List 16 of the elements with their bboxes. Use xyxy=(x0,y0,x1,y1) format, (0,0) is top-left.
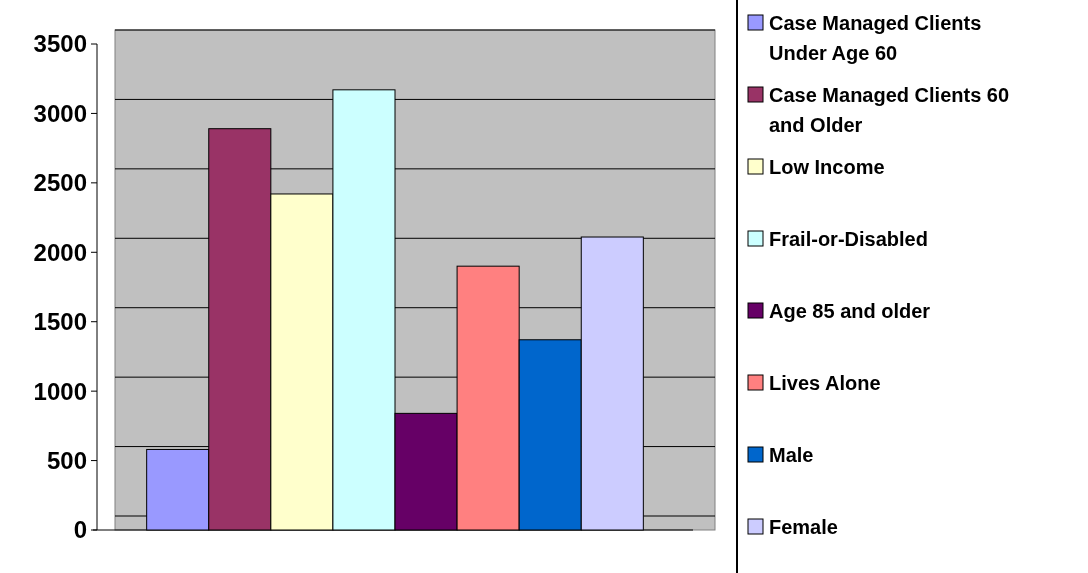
y-tick-label: 1500 xyxy=(33,308,87,336)
y-tick-label: 3000 xyxy=(33,99,87,127)
y-tick-label: 2000 xyxy=(33,238,87,266)
legend-label: Case Managed Clients Under Age 60 xyxy=(769,12,982,64)
y-tick-label: 2500 xyxy=(33,169,87,197)
legend-label: Male xyxy=(769,444,814,466)
legend-label: Low Income xyxy=(769,156,885,178)
y-tick-label: 3500 xyxy=(33,30,87,58)
legend-label: Frail-or-Disabled xyxy=(769,228,928,250)
y-tick-label: 0 xyxy=(73,516,87,544)
legend-label: Age 85 and older xyxy=(769,300,931,322)
y-tick-label: 1000 xyxy=(33,377,87,405)
legend-label: Lives Alone xyxy=(769,372,881,394)
legend-label: Case Managed Clients 60 and Older xyxy=(769,84,1010,136)
legend-label: Female xyxy=(769,516,838,538)
y-tick-label: 500 xyxy=(46,446,87,474)
